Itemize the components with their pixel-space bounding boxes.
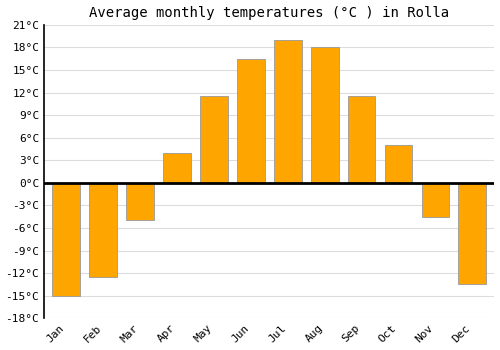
Bar bbox=[90, 183, 117, 277]
Title: Average monthly temperatures (°C ) in Rolla: Average monthly temperatures (°C ) in Ro… bbox=[89, 6, 450, 20]
Bar bbox=[274, 40, 301, 183]
Bar bbox=[52, 183, 80, 296]
Bar bbox=[237, 59, 264, 183]
Bar bbox=[384, 145, 412, 183]
Bar bbox=[458, 183, 486, 284]
Bar bbox=[200, 96, 228, 183]
Bar bbox=[126, 183, 154, 220]
Bar bbox=[311, 48, 338, 183]
Bar bbox=[163, 153, 191, 183]
Bar bbox=[422, 183, 449, 217]
Bar bbox=[348, 96, 376, 183]
